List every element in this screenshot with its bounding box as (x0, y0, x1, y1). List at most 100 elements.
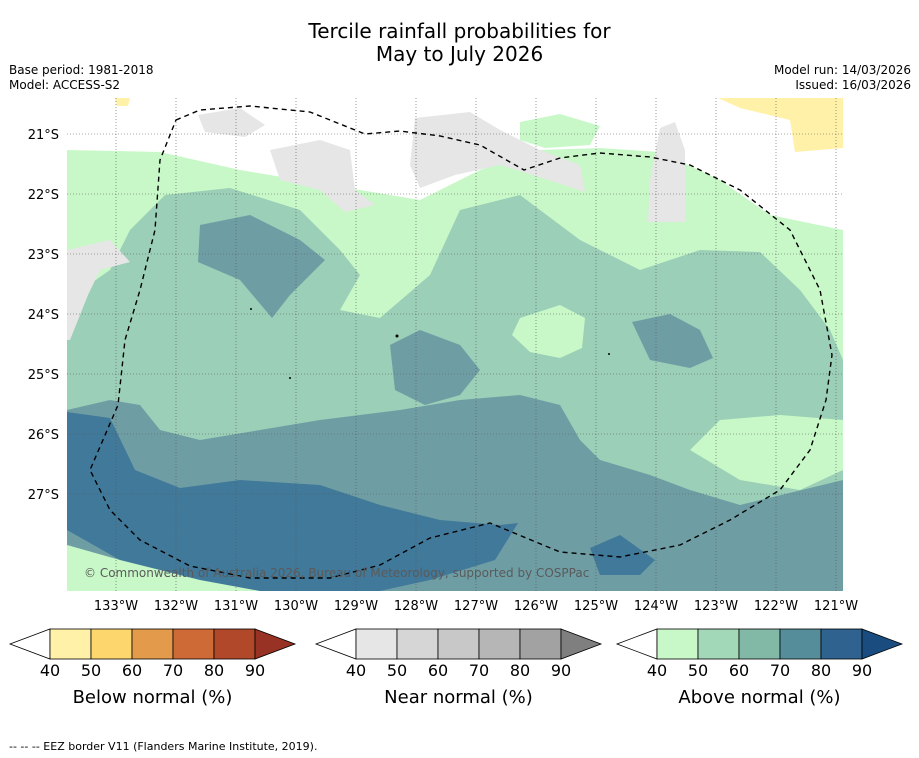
colorbar-max-extension (560, 628, 603, 660)
lat-label: 26°S (28, 428, 59, 443)
above-60-patch-east (632, 314, 713, 368)
lon-label: 126°W (514, 599, 558, 614)
island-dot (250, 308, 252, 310)
colorbar-min-extension (615, 628, 658, 660)
near-40-patch-4 (648, 122, 685, 222)
lon-label: 129°W (334, 599, 378, 614)
colorbar-segment (697, 628, 740, 660)
above-60-patch-center (390, 330, 480, 405)
colorbar-tick-label: 50 (81, 661, 101, 680)
colorbar-tick-label: 60 (729, 661, 749, 680)
lat-label: 23°S (28, 248, 59, 263)
below-40-patch-ne (718, 98, 843, 152)
near-40-patch-3 (410, 112, 585, 192)
island-dot (608, 353, 610, 355)
colorbar-tick-label: 40 (40, 661, 60, 680)
issued-date: Issued: 16/03/2026 (795, 78, 911, 92)
colorbar-segment (90, 628, 133, 660)
graticule (67, 98, 843, 591)
title-line-1: Tercile rainfall probabilities for (308, 19, 611, 43)
colorbar-segment (820, 628, 863, 660)
colorbar-segment (355, 628, 398, 660)
above-60-patch-west (198, 215, 325, 318)
colorbars: 40 50 60 70 80 90 Below normal (%) 40 50 60 70 80 90… (8, 628, 904, 708)
colorbar-max-extension (254, 628, 297, 660)
above-40-strip-south (67, 545, 260, 591)
probability-field (67, 98, 843, 591)
above-70-patch-south (590, 535, 655, 575)
colorbar-segment (519, 628, 562, 660)
colorbar-segment (213, 628, 256, 660)
lon-label: 127°W (454, 599, 498, 614)
colorbar-segment (131, 628, 174, 660)
colorbar-tick-label: 50 (688, 661, 708, 680)
base-period: Base period: 1981-2018 (9, 63, 154, 77)
above-40-pocket-east (690, 415, 843, 490)
title-line-2: May to July 2026 (375, 42, 544, 66)
colorbar-tick-label: 50 (387, 661, 407, 680)
lat-label: 27°S (28, 488, 59, 503)
colorbar-segment (172, 628, 215, 660)
footnote: -- -- -- EEZ border V11 (Flanders Marine… (9, 740, 318, 753)
colorbar-tick-label: 90 (245, 661, 265, 680)
lon-label: 128°W (394, 599, 438, 614)
model-name: Model: ACCESS-S2 (9, 78, 121, 92)
lon-label: 122°W (754, 599, 798, 614)
colorbar-tick-label: 40 (647, 661, 667, 680)
eez-border (89, 105, 833, 579)
below-40-patch-nw (115, 98, 130, 106)
colorbar-segment (656, 628, 699, 660)
colorbar-tick-label: 70 (163, 661, 183, 680)
colorbar-min-extension (314, 628, 357, 660)
above-70-region (67, 412, 518, 591)
colorbar-label: Above normal (%) (678, 687, 840, 708)
colorbar-3: 40 50 60 70 80 90 Above normal (%) (615, 628, 904, 708)
colorbar-tick-label: 80 (204, 661, 224, 680)
meta-right: Model run: 14/03/2026 Issued: 16/03/2026 (774, 63, 911, 93)
colorbar-max-extension (861, 628, 904, 660)
lat-axis-labels: 21°S 22°S 23°S 24°S 25°S 26°S 27°S (28, 128, 59, 503)
lat-label: 24°S (28, 308, 59, 323)
lon-label: 125°W (574, 599, 618, 614)
colorbar-segment (437, 628, 480, 660)
colorbar-tick-label: 90 (551, 661, 571, 680)
colorbar-tick-label: 60 (122, 661, 142, 680)
island-dot (289, 377, 291, 379)
lat-label: 22°S (28, 188, 59, 203)
colorbar-tick-label: 80 (510, 661, 530, 680)
colorbar-tick-label: 90 (852, 661, 872, 680)
colorbar-2: 40 50 60 70 80 90 Near normal (%) (314, 628, 603, 708)
lon-label: 130°W (274, 599, 318, 614)
meta-left: Base period: 1981-2018 Model: ACCESS-S2 (9, 63, 154, 93)
lon-label: 124°W (634, 599, 678, 614)
lon-label: 132°W (154, 599, 198, 614)
colorbar-label: Near normal (%) (384, 687, 533, 708)
colorbar-segment (478, 628, 521, 660)
lat-label: 25°S (28, 368, 59, 383)
colorbar-segment (779, 628, 822, 660)
colorbar-tick-label: 70 (469, 661, 489, 680)
colorbar-tick-label: 60 (428, 661, 448, 680)
colorbar-label: Below normal (%) (73, 687, 233, 708)
lon-label: 123°W (694, 599, 738, 614)
colorbar-min-extension (8, 628, 51, 660)
above-40-pocket-center (512, 305, 585, 358)
colorbar-tick-label: 70 (770, 661, 790, 680)
above-40-patch-north (520, 114, 600, 148)
copyright-text: © Commonwealth of Australia 2026, Bureau… (84, 566, 589, 580)
lat-label: 21°S (28, 128, 59, 143)
near-40-patch-1 (198, 108, 265, 137)
colorbar-tick-label: 80 (811, 661, 831, 680)
model-run: Model run: 14/03/2026 (773, 63, 911, 77)
colorbar-segment (738, 628, 781, 660)
near-40-patch-west (67, 240, 130, 340)
islands (250, 308, 610, 379)
island-dot (395, 334, 399, 338)
colorbar-segment (49, 628, 92, 660)
colorbar-segment (396, 628, 439, 660)
chart-title: Tercile rainfall probabilities for May t… (0, 20, 919, 66)
colorbar-1: 40 50 60 70 80 90 Below normal (%) (8, 628, 297, 708)
lon-label: 121°W (814, 599, 858, 614)
colorbar-tick-label: 40 (346, 661, 366, 680)
